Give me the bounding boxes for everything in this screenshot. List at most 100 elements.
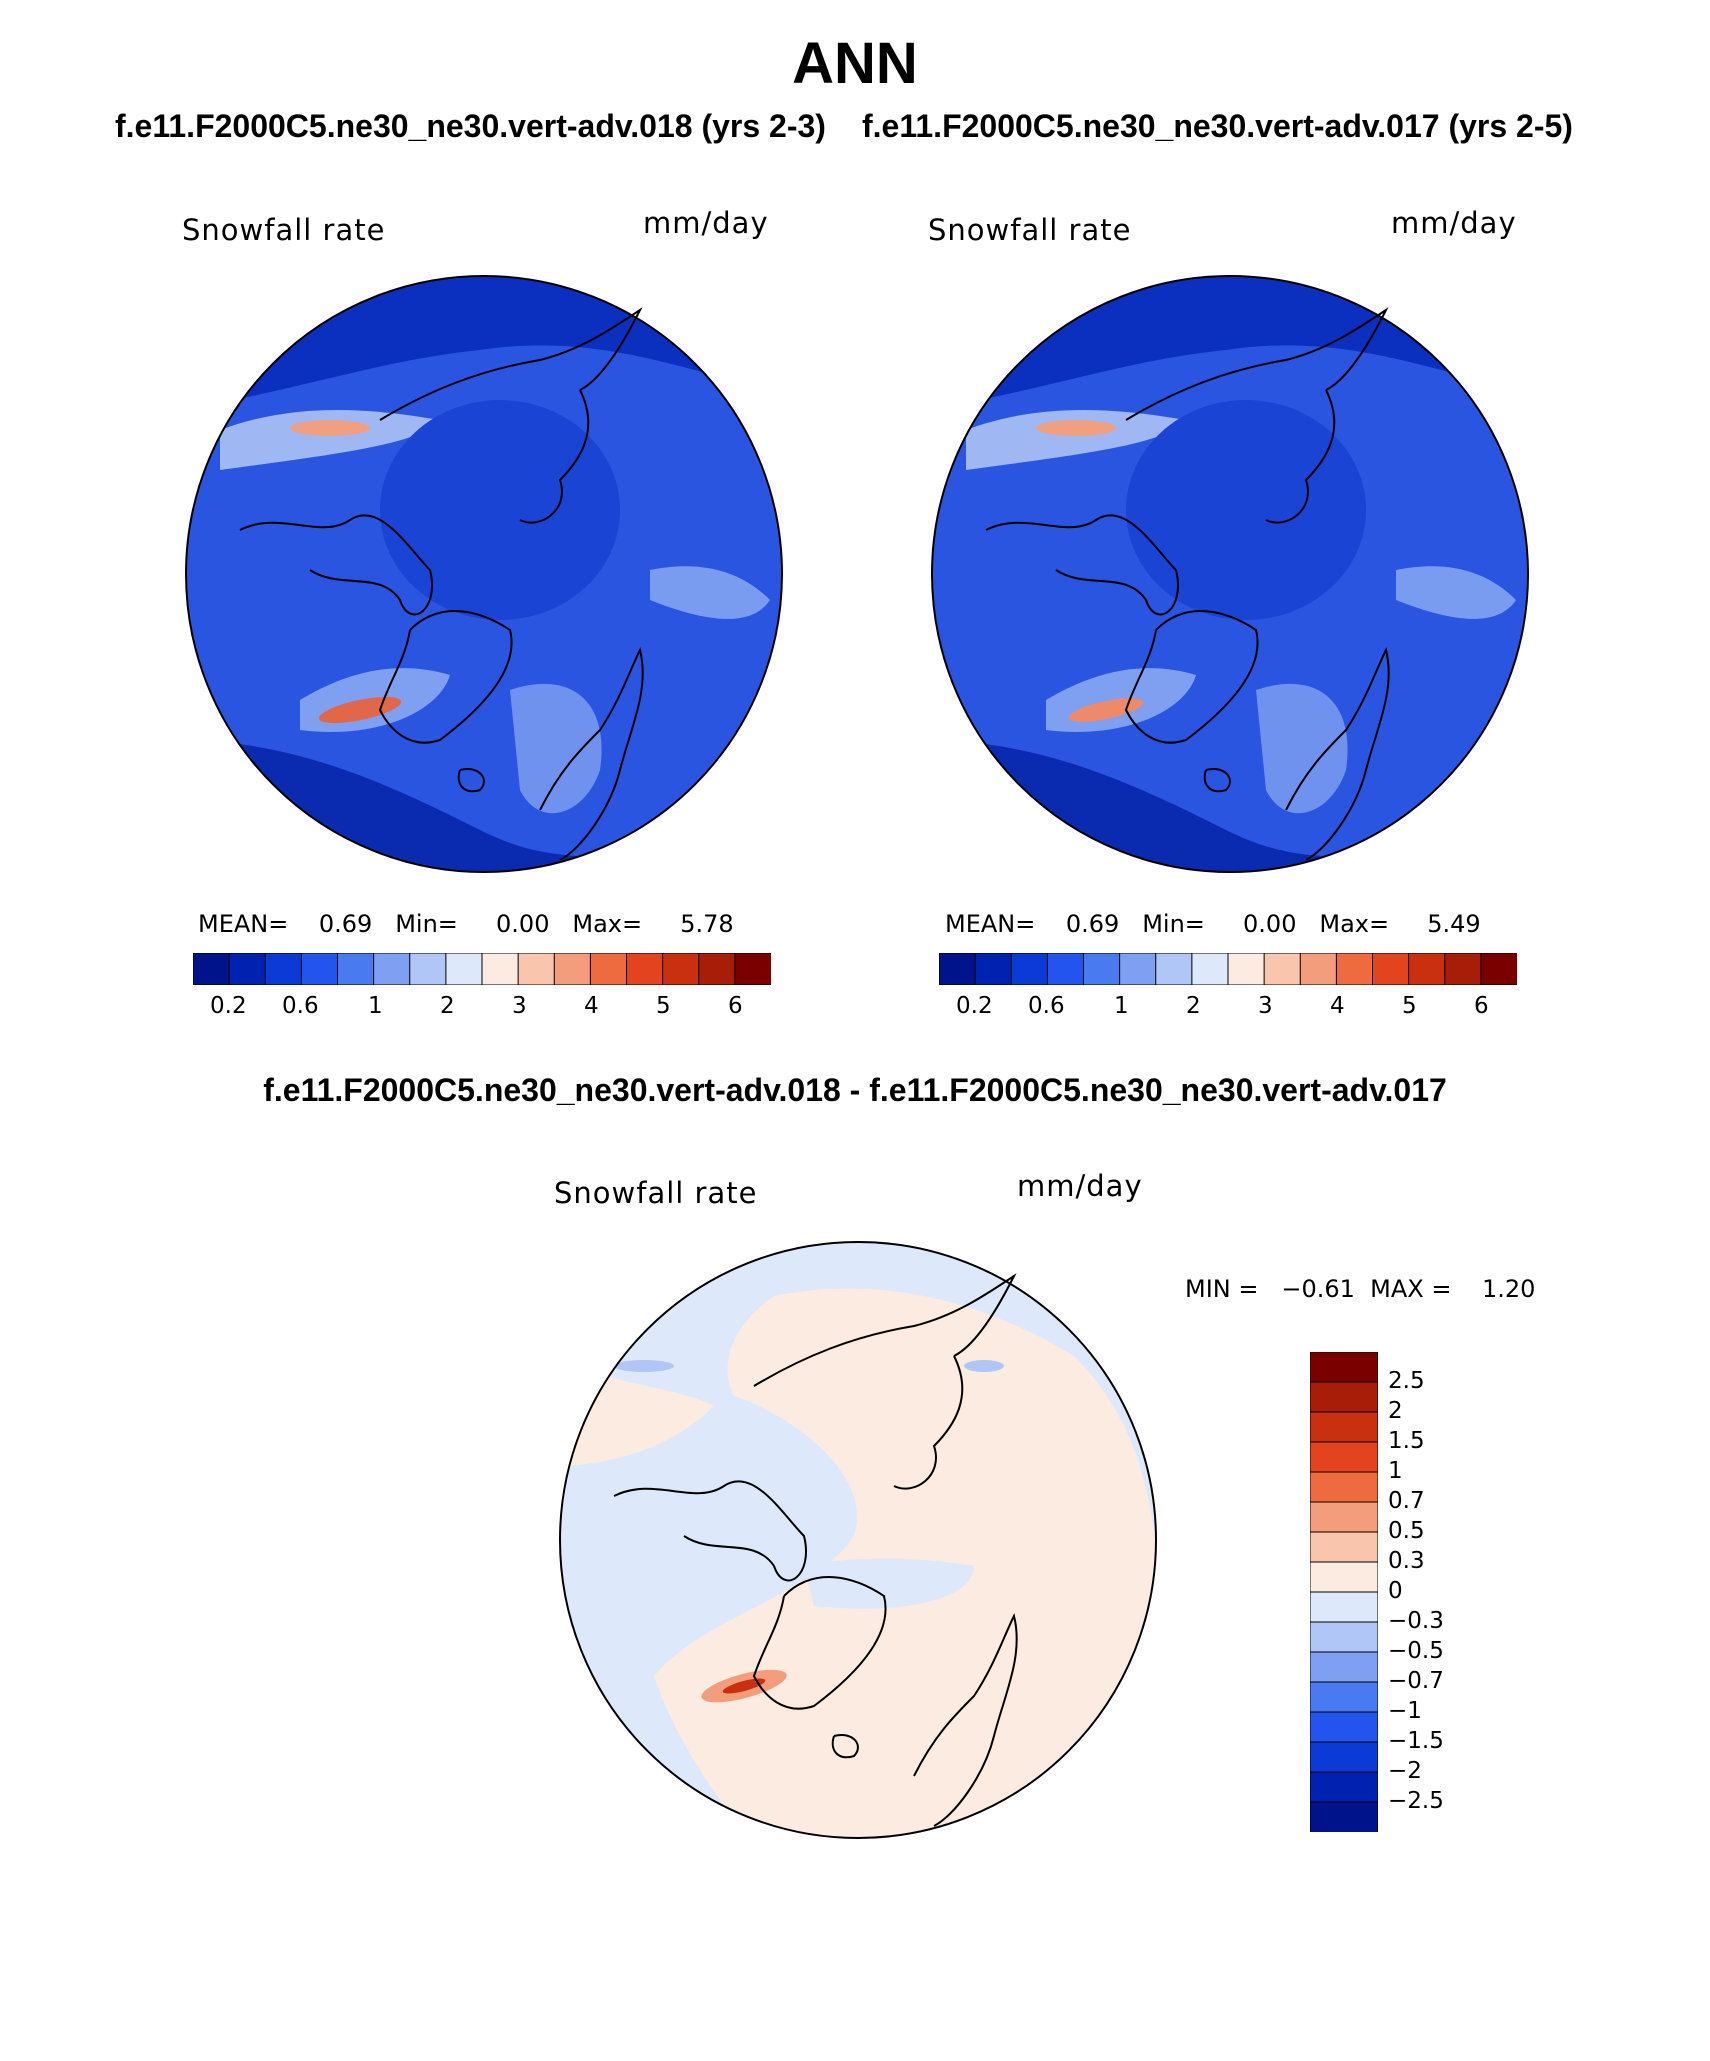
cbd-tick-13: −2 bbox=[1388, 1758, 1422, 1784]
map2-coastlines bbox=[985, 307, 1390, 861]
map1-arctic-basin bbox=[380, 400, 620, 620]
cb2-tick-5: 4 bbox=[1330, 993, 1345, 1019]
cb2-tick-2: 1 bbox=[1114, 993, 1129, 1019]
colorbar1-swatch-7 bbox=[445, 952, 484, 986]
diff-colorbar-swatch-14 bbox=[1309, 1771, 1379, 1803]
diff-field-negative-central bbox=[804, 1558, 974, 1609]
map2-siberia-band bbox=[1396, 566, 1516, 619]
map-panel-1 bbox=[185, 275, 783, 873]
colorbar2-swatch-5 bbox=[1119, 952, 1157, 986]
left-panel-subtitle: f.e11.F2000C5.ne30_ne30.vert-adv.018 (yr… bbox=[115, 108, 826, 144]
cb1-tick-1: 0.6 bbox=[282, 993, 319, 1019]
cb2-tick-3: 2 bbox=[1186, 993, 1201, 1019]
diff-negative-spot-2 bbox=[964, 1360, 1004, 1372]
cb1-tick-4: 3 bbox=[512, 993, 527, 1019]
diff-negative-spot-1 bbox=[614, 1360, 674, 1372]
colorbar1-swatch-3 bbox=[300, 952, 339, 986]
diff-colorbar-swatch-0 bbox=[1309, 1351, 1379, 1383]
map1-peak-north bbox=[290, 420, 370, 436]
panel2-units-label: mm/day bbox=[1391, 206, 1517, 240]
map2-peak-greenland bbox=[1068, 698, 1144, 722]
cbd-tick-0: 2.5 bbox=[1388, 1368, 1425, 1394]
colorbar2-swatch-9 bbox=[1263, 952, 1302, 986]
map1-peak-greenland bbox=[318, 696, 402, 724]
map-panel-2 bbox=[931, 275, 1529, 873]
diff-colorbar-swatch-9 bbox=[1309, 1621, 1379, 1653]
colorbar-panel2 bbox=[938, 952, 1519, 990]
map2-arctic-basin bbox=[1126, 400, 1366, 620]
diff-colorbar-ticks: 2.5 2 1.5 1 0.7 0.5 0.3 0 −0.3 −0.5 −0.7… bbox=[1388, 1352, 1508, 1832]
colorbar2-swatch-14 bbox=[1444, 952, 1482, 986]
diff-colorbar-swatch-15 bbox=[1309, 1801, 1379, 1833]
cbd-tick-2: 1.5 bbox=[1388, 1428, 1425, 1454]
panel2-variable-label: Snowfall rate bbox=[928, 213, 1132, 247]
colorbar2-swatch-11 bbox=[1335, 952, 1374, 986]
cbd-tick-14: −2.5 bbox=[1388, 1788, 1444, 1814]
colorbar2-swatch-1 bbox=[974, 952, 1013, 986]
diff-colorbar-swatch-11 bbox=[1309, 1681, 1379, 1713]
diff-colorbar-swatch-4 bbox=[1309, 1471, 1379, 1503]
cb1-tick-3: 2 bbox=[440, 993, 455, 1019]
colorbar1-swatch-13 bbox=[662, 952, 700, 986]
diff-colorbar bbox=[1309, 1351, 1379, 1837]
diff-colorbar-swatches bbox=[1309, 1351, 1379, 1833]
colorbar2-swatch-3 bbox=[1046, 952, 1085, 986]
panel1-units-label: mm/day bbox=[643, 206, 769, 240]
map-panel-diff bbox=[559, 1241, 1157, 1839]
map1-high-band-north bbox=[220, 410, 440, 470]
cb1-tick-7: 6 bbox=[728, 993, 743, 1019]
right-panel-subtitle: f.e11.F2000C5.ne30_ne30.vert-adv.017 (yr… bbox=[862, 108, 1573, 144]
colorbar2-swatch-2 bbox=[1010, 952, 1049, 986]
cbd-tick-5: 0.5 bbox=[1388, 1518, 1425, 1544]
map1-boundary bbox=[185, 275, 783, 873]
map2-scandinavia-band bbox=[1256, 683, 1348, 814]
colorbar2-swatch-13 bbox=[1408, 952, 1446, 986]
cbd-tick-9: −0.5 bbox=[1388, 1638, 1444, 1664]
colorbar1-swatch-5 bbox=[373, 952, 411, 986]
panel3-stats: MIN = −0.61 MAX = 1.20 bbox=[1185, 1275, 1536, 1303]
cb2-tick-4: 3 bbox=[1258, 993, 1273, 1019]
cbd-tick-11: −1 bbox=[1388, 1698, 1422, 1724]
diff-colorbar-swatch-7 bbox=[1309, 1561, 1379, 1593]
main-title: ANN bbox=[792, 31, 918, 96]
colorbar2-swatch-0 bbox=[938, 952, 977, 986]
panel3-units-label: mm/day bbox=[1017, 1169, 1143, 1203]
cbd-tick-3: 1 bbox=[1388, 1458, 1403, 1484]
cbd-tick-10: −0.7 bbox=[1388, 1668, 1444, 1694]
diff-map-coastlines bbox=[613, 1273, 1018, 1827]
colorbar2-swatch-15 bbox=[1480, 952, 1519, 986]
colorbar1-swatch-11 bbox=[589, 952, 628, 986]
colorbar1-swatch-2 bbox=[264, 952, 303, 986]
colorbar2-swatch-4 bbox=[1083, 952, 1121, 986]
map2-high-band-north bbox=[966, 410, 1186, 470]
cb2-tick-6: 5 bbox=[1402, 993, 1417, 1019]
cb2-tick-1: 0.6 bbox=[1028, 993, 1065, 1019]
cbd-tick-8: −0.3 bbox=[1388, 1608, 1444, 1634]
cb2-tick-0: 0.2 bbox=[956, 993, 993, 1019]
colorbar2-swatch-12 bbox=[1372, 952, 1410, 986]
cbd-tick-4: 0.7 bbox=[1388, 1488, 1425, 1514]
diff-colorbar-swatch-13 bbox=[1309, 1741, 1379, 1773]
colorbar2-swatch-8 bbox=[1227, 952, 1266, 986]
cb1-tick-2: 1 bbox=[368, 993, 383, 1019]
colorbar1-swatch-8 bbox=[481, 952, 520, 986]
diff-colorbar-swatch-10 bbox=[1309, 1651, 1379, 1683]
panel2-stats: MEAN= 0.69 Min= 0.00 Max= 5.49 bbox=[945, 910, 1481, 938]
colorbar2-swatch-10 bbox=[1299, 952, 1338, 986]
colorbar1-swatch-14 bbox=[698, 952, 736, 986]
colorbar1-swatch-15 bbox=[734, 952, 773, 986]
diff-colorbar-swatch-12 bbox=[1309, 1711, 1379, 1743]
colorbar1-swatch-1 bbox=[228, 952, 267, 986]
panel1-stats: MEAN= 0.69 Min= 0.00 Max= 5.78 bbox=[198, 910, 734, 938]
panel3-variable-label: Snowfall rate bbox=[554, 1176, 758, 1210]
map1-siberia-band bbox=[650, 566, 770, 619]
cbd-tick-12: −1.5 bbox=[1388, 1728, 1444, 1754]
diff-map-boundary bbox=[559, 1241, 1157, 1839]
cbd-tick-6: 0.3 bbox=[1388, 1548, 1425, 1574]
difference-title: f.e11.F2000C5.ne30_ne30.vert-adv.018 - f… bbox=[263, 1072, 1447, 1108]
cb1-tick-5: 4 bbox=[584, 993, 599, 1019]
colorbar1-swatch-4 bbox=[337, 952, 375, 986]
cbd-tick-7: 0 bbox=[1388, 1578, 1403, 1604]
map2-peak-north bbox=[1036, 420, 1116, 436]
colorbar2-swatch-7 bbox=[1191, 952, 1230, 986]
